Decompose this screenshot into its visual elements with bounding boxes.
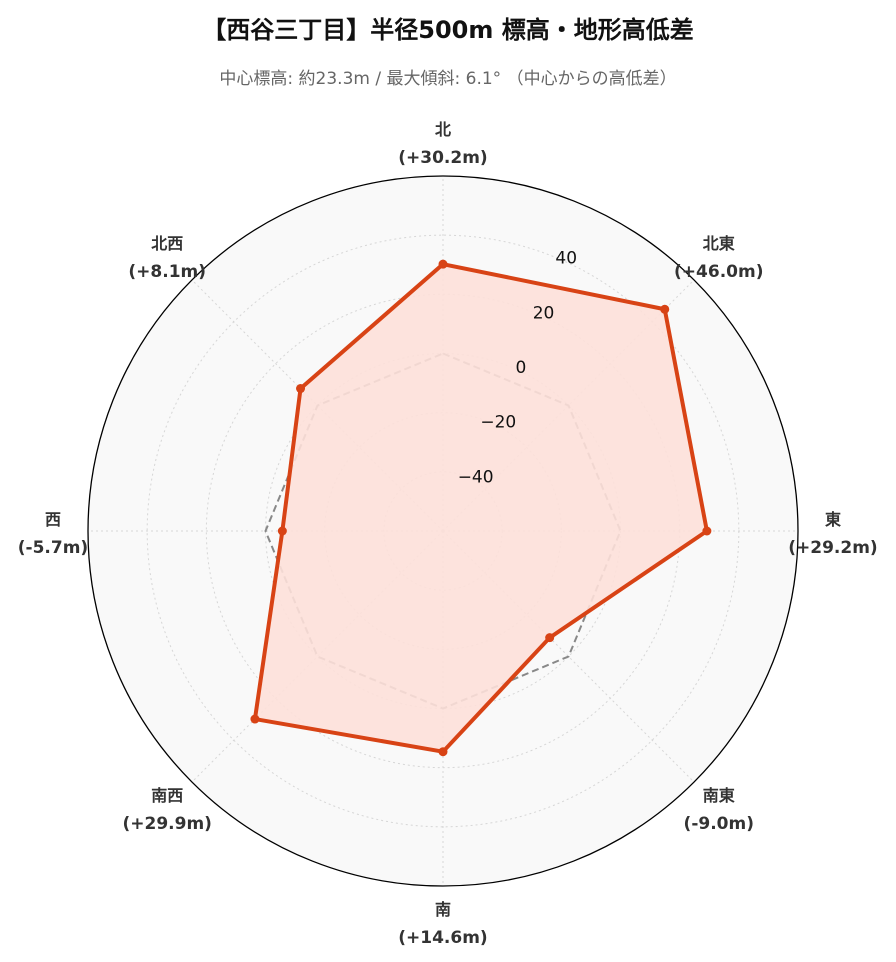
r-tick-label: −40	[458, 467, 494, 487]
direction-name: 北東	[703, 234, 735, 253]
r-tick-label: 40	[555, 249, 577, 269]
grid-spoke-7	[191, 279, 444, 532]
direction-name: 東	[825, 510, 841, 529]
direction-value: (+14.6m)	[398, 928, 487, 948]
chart-title: 【西谷三丁目】半径500m 標高・地形高低差	[202, 16, 694, 44]
direction-name: 西	[45, 510, 61, 529]
direction-name: 南西	[151, 786, 183, 805]
direction-value: (+8.1m)	[128, 262, 206, 282]
direction-labels: 北 (+30.2m) 北東 (+46.0m) 東 (+29.2m) 南東 (-9.0m) 南 (+…	[18, 120, 878, 948]
direction-name: 北	[435, 120, 451, 139]
radial-tick-labels: −40 −20 0 20 40	[458, 249, 577, 488]
grid-spoke-5	[191, 530, 444, 783]
r-tick-label: −20	[480, 413, 516, 433]
direction-value: (+29.2m)	[788, 538, 877, 558]
grid-spoke-3	[442, 530, 695, 783]
direction-value: (+46.0m)	[674, 262, 763, 282]
data-point-2	[702, 526, 712, 536]
data-point-3	[545, 633, 555, 643]
data-points	[250, 259, 712, 757]
r-tick-label: 0	[516, 358, 527, 378]
direction-value: (-9.0m)	[684, 814, 754, 834]
direction-name: 南	[435, 900, 451, 919]
direction-name: 南東	[703, 786, 735, 805]
direction-name: 北西	[151, 234, 183, 253]
direction-value: (+29.9m)	[123, 814, 212, 834]
elevation-area	[254, 264, 707, 752]
data-point-6	[277, 526, 287, 536]
chart-subtitle: 中心標高: 約23.3m / 最大傾斜: 6.1° （中心からの高低差）	[219, 69, 677, 89]
polar-outer-frame	[87, 175, 799, 887]
r-tick-label: 20	[533, 303, 555, 323]
data-point-4	[438, 747, 448, 757]
data-point-1	[660, 304, 670, 314]
data-point-5	[250, 714, 260, 724]
direction-value: (+30.2m)	[398, 148, 487, 168]
direction-value: (-5.7m)	[18, 538, 88, 558]
data-point-0	[438, 259, 448, 269]
data-point-7	[296, 384, 306, 394]
